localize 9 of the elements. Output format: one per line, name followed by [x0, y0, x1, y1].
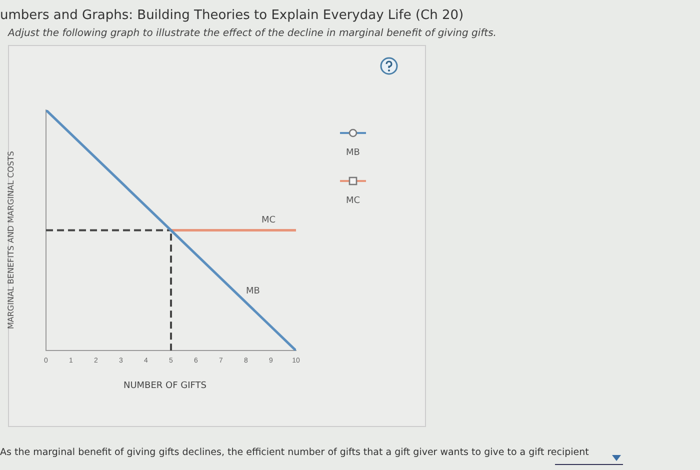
- text: MB: [346, 148, 360, 158]
- series-label: MC: [261, 215, 276, 226]
- y-axis-title: MARGINAL BENEFITS AND MARGINAL COSTS: [6, 150, 16, 330]
- series-label: MB: [246, 286, 260, 297]
- text: MC: [346, 196, 360, 206]
- chart-subtitle: Adjust the following graph to illustrate the effect of the decline in marginal benefit of giving gifts.: [8, 28, 496, 39]
- x-axis-title: NUMBER OF GIFTS: [123, 381, 207, 391]
- chart-title: umbers and Graphs: Building Theories to Explain Everyday Life (Ch 20): [0, 8, 464, 23]
- text: As the marginal benefit of giving gifts declines, the efficient number of gifts that a gift giver wants to give to a gift recipient: [0, 447, 589, 458]
